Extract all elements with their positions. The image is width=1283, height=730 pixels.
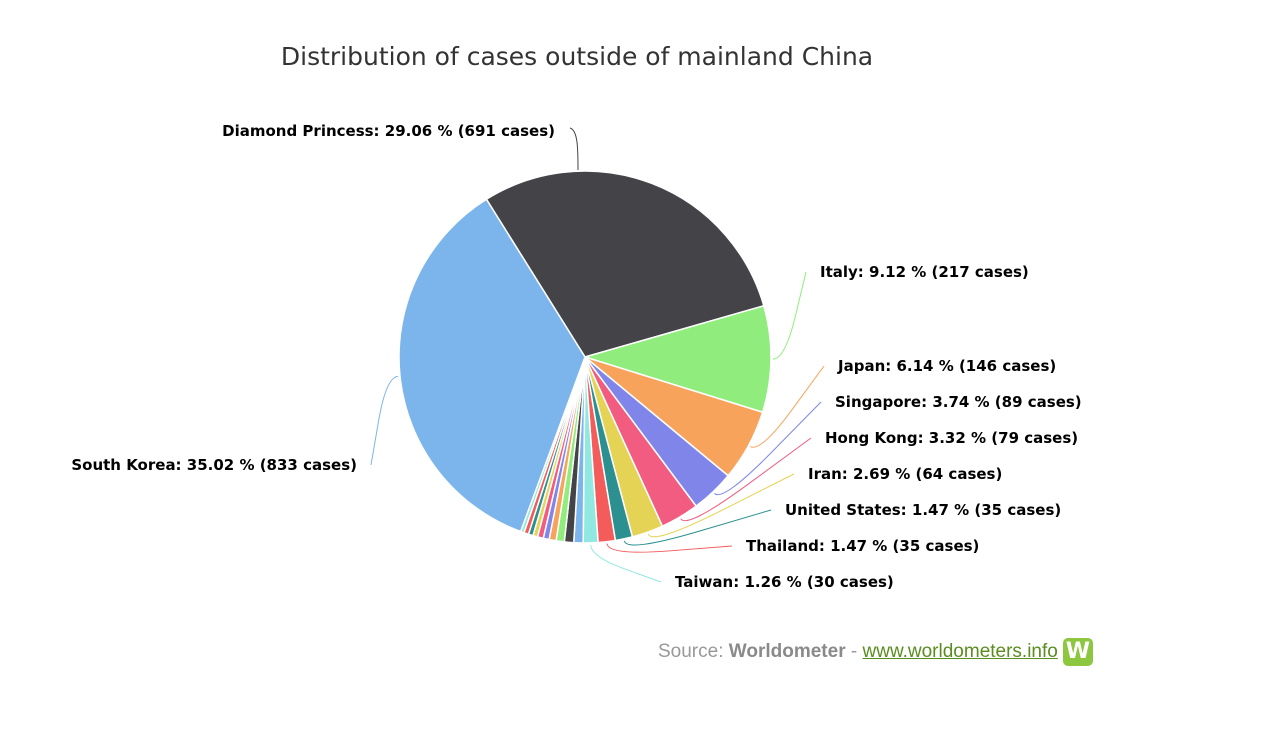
data-label-hong-kong: Hong Kong: 3.32 % (79 cases) xyxy=(825,429,1078,447)
source-separator: - xyxy=(850,641,858,662)
source-credit: Source: Worldometer - www.worldometers.i… xyxy=(658,638,1093,666)
source-brand: Worldometer xyxy=(728,641,846,662)
data-label-diamond-princess: Diamond Princess: 29.06 % (691 cases) xyxy=(222,122,555,140)
data-label-italy: Italy: 9.12 % (217 cases) xyxy=(820,263,1029,281)
label-connector xyxy=(370,375,399,466)
label-connector xyxy=(772,271,807,360)
label-connector xyxy=(569,127,579,171)
label-connector xyxy=(680,437,812,522)
pie-slice-italy[interactable] xyxy=(582,304,772,414)
data-label-iran: Iran: 2.69 % (64 cases) xyxy=(808,465,1002,483)
label-connector xyxy=(647,473,795,538)
source-link[interactable]: www.worldometers.info xyxy=(862,641,1058,662)
chart-title: Distribution of cases outside of mainlan… xyxy=(281,42,873,71)
pie-slices xyxy=(398,170,772,544)
data-label-singapore: Singapore: 3.74 % (89 cases) xyxy=(835,393,1082,411)
label-connector xyxy=(750,365,825,448)
data-label-south-korea: South Korea: 35.02 % (833 cases) xyxy=(71,456,357,474)
data-label-thailand: Thailand: 1.47 % (35 cases) xyxy=(746,537,979,555)
label-connector xyxy=(714,401,822,496)
pie-slice-diamond-princess[interactable] xyxy=(485,170,765,358)
data-label-united-states: United States: 1.47 % (35 cases) xyxy=(785,501,1061,519)
worldometer-logo-icon: W xyxy=(1062,638,1093,666)
label-connector xyxy=(590,544,662,583)
data-label-japan: Japan: 6.14 % (146 cases) xyxy=(837,357,1056,375)
data-labels: Diamond Princess: 29.06 % (691 cases) Ita… xyxy=(71,122,1081,591)
label-connector xyxy=(606,543,733,553)
pie-slice-south-korea[interactable] xyxy=(398,198,586,533)
source-prefix: Source: xyxy=(658,641,724,662)
label-connector xyxy=(623,509,772,546)
data-label-taiwan: Taiwan: 1.26 % (30 cases) xyxy=(675,573,894,591)
